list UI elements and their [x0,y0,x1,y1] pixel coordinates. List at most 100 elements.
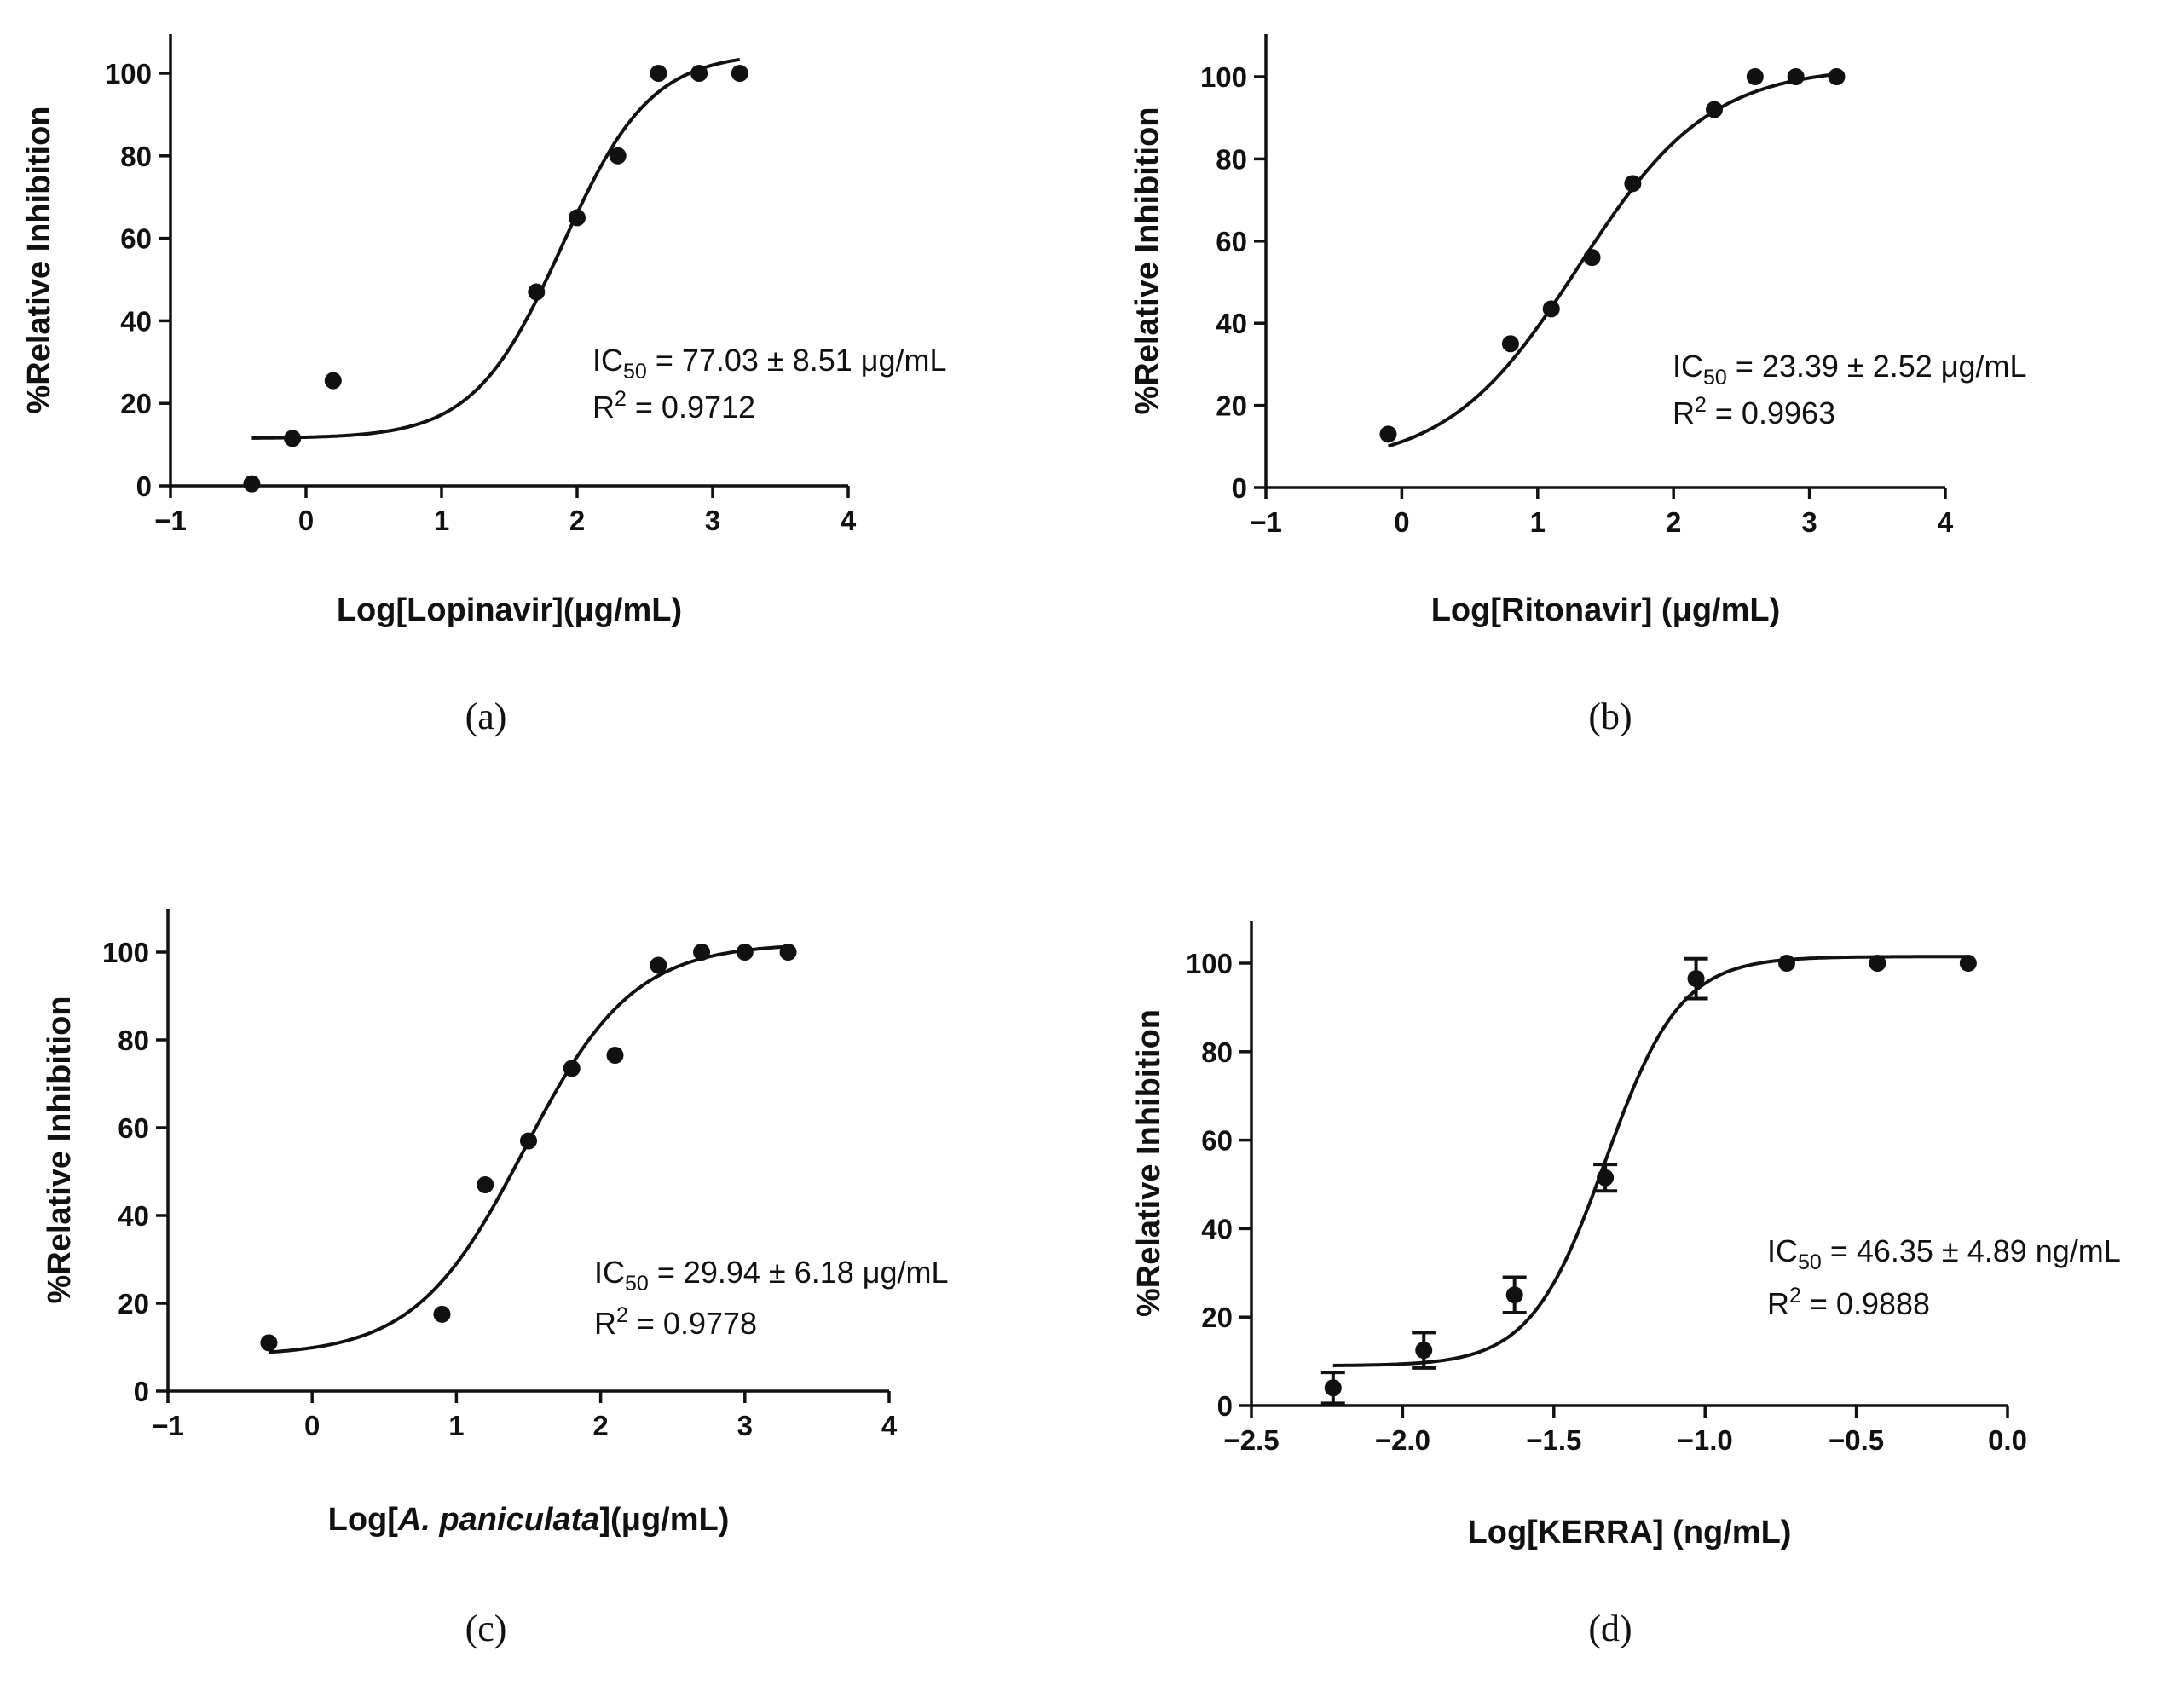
data-point [1415,1342,1433,1360]
data-point [1501,335,1519,353]
x-axis-title-drug: Lopinavir [407,592,552,628]
y-tick-label: 0 [136,471,152,502]
r2-annotation: R2 = 0.9963 [1673,393,1835,430]
data-point [731,65,748,82]
x-axis-title-prefix: Log[ [1431,592,1502,628]
x-axis-title: Log[KERRA] (ng/mL) [1468,1515,1792,1550]
x-tick-label: 1 [1530,506,1546,538]
x-axis-title-drug: A. paniculata [397,1502,600,1538]
r2-value: = 0.9712 [627,390,755,424]
data-point [1324,1379,1342,1397]
x-tick-label: −2.5 [1223,1424,1279,1456]
y-tick-label: 100 [1186,948,1233,979]
x-tick-label: 3 [1801,506,1817,538]
data-point [324,372,342,390]
y-tick-label: 20 [120,388,152,419]
x-axis-title-suffix: ](μg/mL) [552,592,682,628]
data-point [433,1305,451,1323]
x-axis-title: Log[Lopinavir](μg/mL) [337,592,682,628]
x-tick-label: 1 [448,1410,464,1441]
ic50-subscript: 50 [1703,366,1727,390]
ic50-label: IC [594,1255,625,1290]
x-axis-title-drug: KERRA [1538,1515,1653,1550]
y-tick-label: 80 [1216,143,1247,175]
ic50-value: = 29.94 ± 6.18 μg/mL [649,1255,949,1290]
x-axis-title-suffix: ] (ng/mL) [1653,1515,1792,1550]
r2-label: R [592,390,615,424]
r2-value: = 0.9963 [1707,396,1835,430]
x-tick-label: −0.5 [1829,1424,1884,1456]
ic50-value: = 46.35 ± 4.89 ng/mL [1822,1233,2121,1268]
y-axis-title: %Relative Inhibition [1130,107,1165,414]
data-point [606,1047,624,1065]
x-axis-title-drug: Ritonavir [1501,592,1642,628]
data-point [1379,425,1397,443]
r2-superscript: 2 [1789,1284,1801,1308]
r2-label: R [1767,1286,1789,1321]
y-tick-label: 80 [120,141,152,172]
ic50-annotation: IC50 = 29.94 ± 6.18 μg/mL [594,1255,949,1296]
x-tick-label: 4 [841,505,857,536]
data-point [260,1334,278,1352]
panel-label: (b) [1588,696,1632,737]
data-point [1583,249,1601,267]
data-point [650,956,667,974]
r2-superscript: 2 [1695,393,1707,417]
r2-value: = 0.9778 [628,1306,757,1341]
x-tick-label: 2 [569,505,585,536]
ic50-subscript: 50 [623,360,647,384]
chart-panel-d: −2.5 −2.0 −1.5 −1.0 −0.5 0.0 0 20 40 60 80 100 %Rela… [1131,921,2121,1649]
x-tick-label: 3 [705,505,720,536]
x-tick-label: 0 [304,1410,320,1441]
x-tick-label: −2.0 [1375,1424,1430,1456]
x-tick-label: 3 [737,1410,753,1441]
x-tick-label: −1.5 [1526,1424,1581,1456]
r2-annotation: R2 = 0.9778 [594,1303,757,1341]
data-point [690,65,708,82]
y-tick-label: 60 [120,223,152,255]
ic50-subscript: 50 [625,1272,649,1296]
x-tick-label: 0 [298,505,314,536]
r2-annotation: R2 = 0.9712 [592,387,755,424]
r2-label: R [1673,396,1695,430]
ic50-value: = 77.03 ± 8.51 μg/mL [647,343,947,378]
ic50-label: IC [592,343,623,378]
data-point [650,65,667,82]
data-point [1505,1286,1523,1304]
data-point [520,1132,537,1150]
y-tick-label: 0 [134,1376,149,1407]
y-tick-label: 100 [105,58,152,89]
y-tick-label: 60 [118,1112,149,1144]
y-tick-label: 0 [1217,1390,1233,1422]
data-point [284,430,302,447]
x-tick-label: 1 [434,505,449,536]
r2-value: = 0.9888 [1801,1286,1930,1321]
y-tick-label: 100 [1200,61,1247,93]
data-point [1959,955,1977,972]
ic50-annotation: IC50 = 23.39 ± 2.52 μg/mL [1673,349,2027,390]
data-point [563,1060,581,1077]
y-tick-label: 60 [1216,226,1247,257]
data-point [1597,1169,1615,1187]
r2-superscript: 2 [615,387,627,411]
y-tick-label: 40 [120,305,152,337]
y-tick-label: 20 [1216,390,1247,422]
x-tick-label: −1 [1250,506,1282,538]
data-point [1542,300,1560,318]
fit-curve [1332,955,1968,1367]
data-point [477,1175,494,1193]
data-point [693,944,711,961]
x-tick-label: −1.0 [1678,1424,1733,1456]
data-point [569,209,586,227]
data-point [1777,955,1795,972]
data-point [1624,175,1642,193]
data-point [736,944,754,961]
x-axis-title-suffix: ] (μg/mL) [1642,592,1781,628]
y-axis-title: %Relative Inhibition [1131,1009,1167,1317]
data-point [779,944,797,961]
r2-label: R [594,1306,616,1341]
